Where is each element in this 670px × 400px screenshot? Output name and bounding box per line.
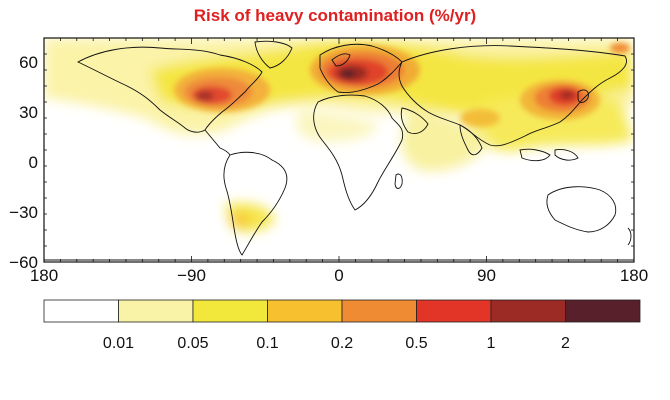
legend-label: 0.1 [256, 335, 278, 352]
legend-swatch [43, 299, 119, 323]
y-axis-labels: 60 30 0 −30 −60 [9, 53, 38, 272]
legend-swatch [192, 299, 268, 323]
y-tick-label: −60 [9, 253, 38, 272]
legend-swatch [341, 299, 417, 323]
legend-swatch [565, 299, 641, 323]
legend-label: 2 [561, 335, 570, 352]
legend-label: 0.01 [103, 335, 134, 352]
legend-colorbar [43, 299, 641, 323]
x-tick-label: 180 [30, 266, 58, 285]
x-tick-label: −90 [177, 266, 206, 285]
legend-label: 0.05 [177, 335, 208, 352]
legend-label: 1 [487, 335, 496, 352]
x-tick-label: 90 [477, 266, 496, 285]
y-tick-label: 60 [19, 53, 38, 72]
legend-swatch [118, 299, 194, 323]
legend-swatch [490, 299, 566, 323]
x-axis-labels: 180 −90 0 90 180 [30, 266, 648, 285]
legend-label: 0.2 [331, 335, 353, 352]
legend-swatch [267, 299, 343, 323]
y-tick-label: 0 [29, 153, 38, 172]
y-tick-label: −30 [9, 203, 38, 222]
map-title: Risk of heavy contamination (%/yr) [193, 6, 477, 25]
x-tick-label: 0 [334, 266, 343, 285]
legend-swatch [416, 299, 492, 323]
minor-ticks [43, 37, 635, 263]
y-tick-label: 30 [19, 103, 38, 122]
legend-labels: 0.01 0.05 0.1 0.2 0.5 1 2 [103, 335, 570, 352]
legend-label: 0.5 [405, 335, 427, 352]
x-tick-label: 180 [620, 266, 648, 285]
contamination-field [44, 38, 634, 232]
